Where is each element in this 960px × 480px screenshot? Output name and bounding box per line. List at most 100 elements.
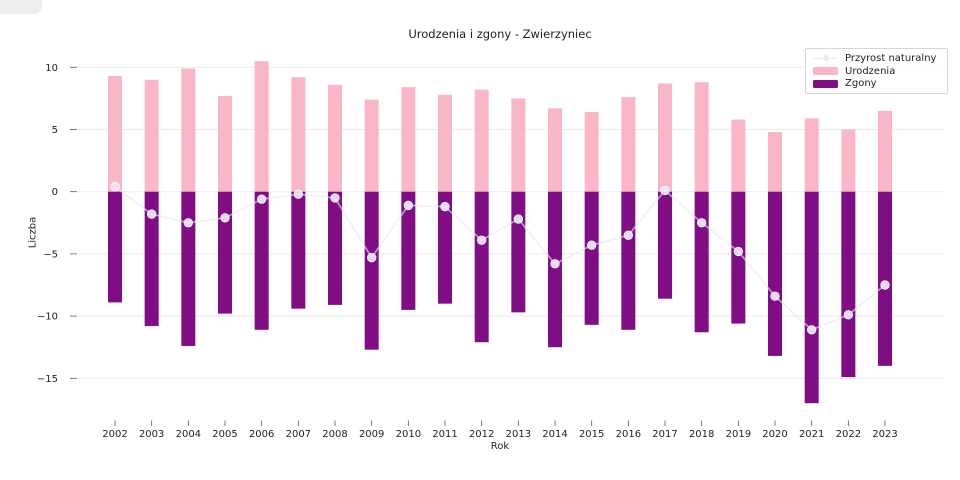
legend-label-zgony: Zgony — [845, 78, 877, 90]
bar-zgony-2012 — [474, 191, 489, 343]
przyrost-marker-2016 — [623, 230, 634, 240]
przyrost-marker-icon — [822, 54, 830, 63]
przyrost-marker-2017 — [660, 185, 670, 196]
x-tick-label-2018: 2018 — [689, 429, 714, 440]
przyrost-marker-2008 — [330, 193, 340, 203]
x-tick-label-2015: 2015 — [579, 429, 604, 440]
bar-urodzenia-2005 — [218, 95, 233, 192]
przyrost-marker-2020 — [770, 291, 780, 301]
legend-label-przyrost: Przyrost naturalny — [845, 52, 937, 64]
bar-zgony-2020 — [768, 191, 783, 356]
bar-zgony-2002 — [108, 191, 122, 303]
przyrost-marker-2004 — [183, 218, 194, 228]
y-axis-label: Liczba — [27, 216, 39, 249]
bar-urodzenia-2003 — [144, 79, 159, 192]
przyrost-marker-2021 — [806, 325, 817, 335]
bar-zgony-2015 — [584, 191, 599, 325]
legend-label-urodzenia: Urodzenia — [845, 65, 896, 77]
bar-urodzenia-2006 — [254, 61, 269, 192]
bar-urodzenia-2014 — [548, 108, 563, 192]
urodzenia-patch-icon — [813, 67, 838, 75]
przyrost-marker-2006 — [256, 194, 267, 204]
bar-urodzenia-2013 — [511, 98, 526, 192]
bar-urodzenia-2020 — [768, 131, 783, 192]
bar-zgony-2003 — [144, 191, 159, 327]
y-tick-label-5: 5 — [52, 125, 58, 136]
przyrost-marker-2014 — [550, 259, 560, 269]
zgony-patch-icon — [813, 79, 838, 88]
przyrost-marker-2022 — [843, 310, 854, 320]
chart-title: Urodzenia i zgony - Zwierzyniec — [408, 27, 592, 41]
przyrost-marker-2019 — [733, 246, 744, 257]
przyrost-marker-2009 — [366, 252, 377, 263]
bar-urodzenia-2017 — [658, 83, 673, 192]
x-tick-label-2021: 2021 — [799, 429, 824, 440]
bar-zgony-2019 — [731, 191, 746, 324]
bar-zgony-2006 — [254, 191, 269, 330]
bar-zgony-2023 — [878, 191, 893, 366]
x-tick-label-2023: 2023 — [872, 429, 897, 440]
bar-urodzenia-2002 — [108, 76, 122, 192]
legend-item-przyrost: Przyrost naturalny — [813, 52, 941, 65]
bar-urodzenia-2022 — [841, 129, 856, 192]
x-tick-label-2006: 2006 — [249, 429, 274, 440]
przyrost-marker-2005 — [220, 213, 230, 223]
bar-zgony-2004 — [181, 191, 196, 346]
y-tick-label--15: −15 — [37, 374, 58, 385]
legend-item-urodzenia: Urodzenia — [813, 65, 941, 78]
bar-urodzenia-2021 — [804, 118, 819, 192]
legend-patch-swatch-zgony — [813, 79, 838, 89]
bar-urodzenia-2012 — [474, 89, 489, 192]
x-tick-label-2013: 2013 — [506, 429, 531, 440]
przyrost-marker-2003 — [146, 209, 157, 219]
x-tick-label-2005: 2005 — [212, 429, 237, 440]
x-tick-label-2008: 2008 — [322, 429, 347, 440]
bar-zgony-2017 — [658, 191, 673, 299]
x-tick-label-2017: 2017 — [652, 429, 677, 440]
x-tick-label-2004: 2004 — [176, 429, 201, 440]
bar-zgony-2007 — [291, 191, 306, 309]
bar-zgony-2013 — [511, 191, 526, 313]
bar-zgony-2010 — [401, 191, 416, 310]
x-tick-label-2003: 2003 — [139, 429, 164, 440]
przyrost-marker-2002 — [110, 182, 120, 192]
bar-zgony-2021 — [804, 191, 819, 404]
przyrost-marker-2013 — [513, 214, 524, 224]
x-tick-label-2022: 2022 — [836, 429, 861, 440]
screen-artifact — [0, 0, 42, 14]
bar-urodzenia-2019 — [731, 119, 746, 192]
bar-urodzenia-2004 — [181, 68, 196, 192]
bar-urodzenia-2010 — [401, 87, 416, 192]
bar-urodzenia-2011 — [438, 94, 453, 192]
legend-line-swatch — [813, 53, 838, 63]
x-tick-label-2019: 2019 — [726, 429, 751, 440]
bar-urodzenia-2009 — [364, 99, 379, 192]
bar-zgony-2011 — [438, 191, 453, 304]
x-tick-label-2016: 2016 — [616, 429, 641, 440]
x-tick-label-2012: 2012 — [469, 429, 494, 440]
bar-urodzenia-2015 — [584, 112, 599, 192]
y-tick-label-10: 10 — [45, 63, 58, 74]
y-tick-label--5: −5 — [43, 249, 58, 260]
legend-patch-swatch-urodzenia — [813, 66, 838, 76]
bar-urodzenia-2016 — [621, 97, 636, 192]
przyrost-marker-2023 — [880, 280, 890, 290]
x-tick-label-2002: 2002 — [102, 429, 127, 440]
x-tick-label-2009: 2009 — [359, 429, 384, 440]
x-tick-label-2014: 2014 — [542, 429, 567, 440]
bar-zgony-2022 — [841, 191, 856, 378]
x-axis-label: Rok — [490, 441, 510, 452]
x-tick-label-2020: 2020 — [762, 429, 787, 440]
przyrost-marker-2018 — [696, 218, 707, 228]
przyrost-marker-2007 — [293, 189, 304, 199]
bar-zgony-2005 — [218, 191, 233, 314]
legend-item-zgony: Zgony — [813, 77, 941, 90]
bar-zgony-2008 — [328, 191, 343, 305]
przyrost-line — [114, 185, 886, 331]
bar-urodzenia-2007 — [291, 77, 306, 192]
bar-zgony-2016 — [621, 191, 636, 330]
x-tick-label-2011: 2011 — [432, 429, 457, 440]
bar-urodzenia-2008 — [328, 84, 343, 192]
y-tick-label--10: −10 — [37, 312, 58, 323]
